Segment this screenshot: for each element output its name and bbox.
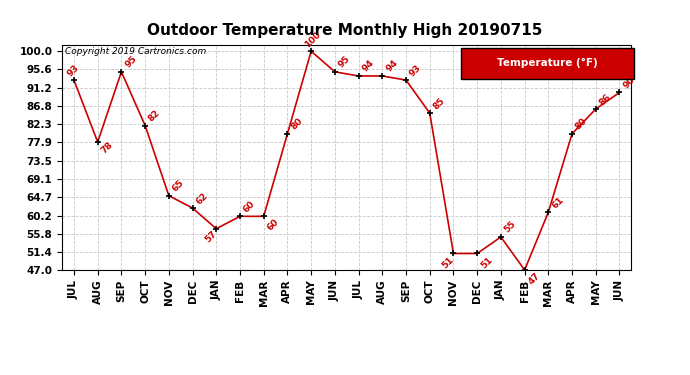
Text: 47: 47 [526,271,542,286]
Text: 93: 93 [408,63,423,78]
Text: 60: 60 [242,199,257,214]
Text: 90: 90 [622,75,637,90]
Text: 80: 80 [289,117,304,132]
Text: Outdoor Temperature Monthly High 20190715: Outdoor Temperature Monthly High 2019071… [147,22,543,38]
Text: 94: 94 [384,58,400,74]
Text: 65: 65 [170,178,186,194]
Text: Copyright 2019 Cartronics.com: Copyright 2019 Cartronics.com [65,47,206,56]
Text: Temperature (°F): Temperature (°F) [497,58,598,68]
FancyBboxPatch shape [460,48,634,79]
Text: 95: 95 [337,54,352,70]
Text: 62: 62 [195,191,210,206]
Text: 93: 93 [66,63,81,78]
Text: 78: 78 [99,140,115,155]
Text: 100: 100 [303,30,322,49]
Text: 51: 51 [440,255,455,270]
Text: 82: 82 [147,108,162,123]
Text: 55: 55 [503,220,518,235]
Text: 95: 95 [124,54,139,70]
Text: 60: 60 [266,218,281,233]
Text: 51: 51 [479,255,494,270]
Text: 61: 61 [550,195,565,210]
Text: 86: 86 [598,92,613,107]
Text: 85: 85 [432,96,447,111]
Text: 57: 57 [204,229,219,244]
Text: 94: 94 [360,58,376,74]
Text: 80: 80 [574,117,589,132]
